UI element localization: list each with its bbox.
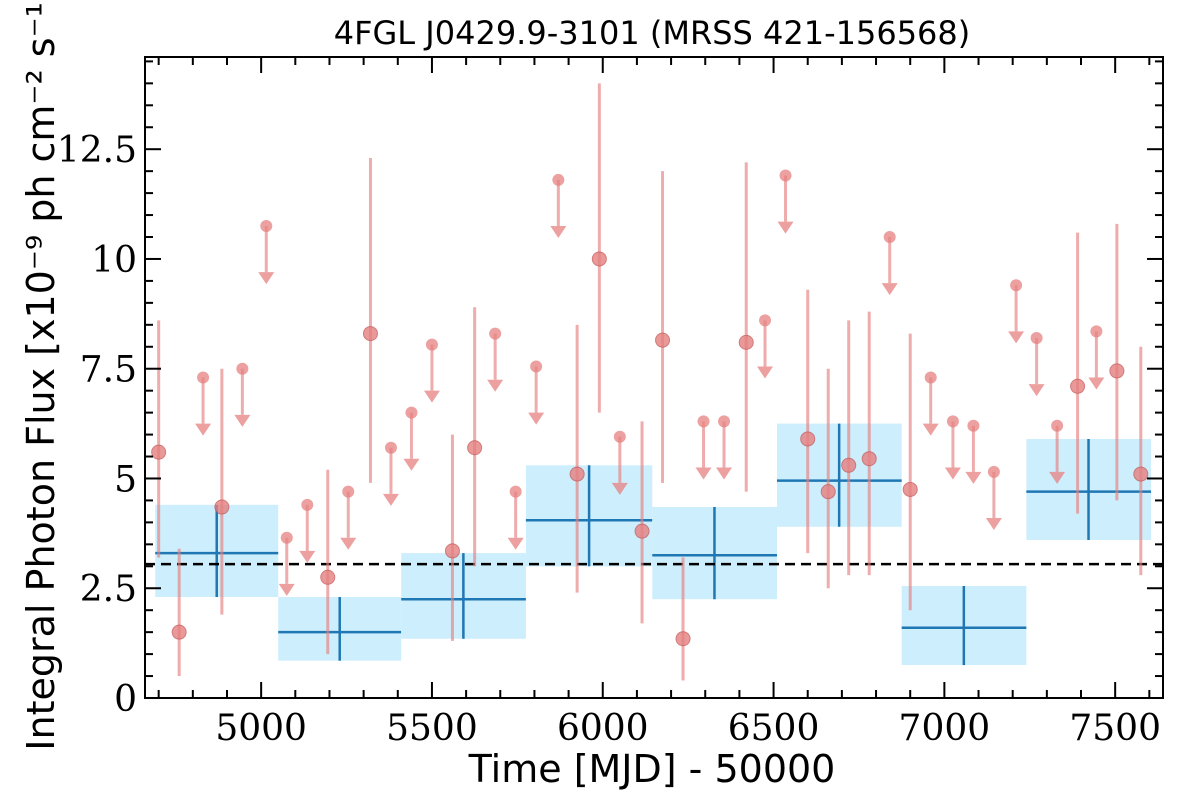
upper-limit-arrowhead-20 [944,467,961,480]
chart-title: 4FGL J0429.9-3101 (MRSS 421-156568) [334,14,971,52]
upper-limit-arrowhead-22 [985,517,1002,530]
upper-limit-marker-25 [1051,419,1064,432]
detection-point-17 [902,481,918,497]
upper-limit-arrowhead-16 [757,366,774,379]
upper-limit-arrowhead-21 [965,471,982,484]
detection-point-8 [591,251,607,267]
upper-limit-arrowhead-1 [234,414,251,427]
upper-limit-arrowhead-18 [881,283,898,296]
y-tick-label-5: 12.5 [57,130,137,171]
upper-limit-arrowhead-8 [423,390,440,403]
upper-limit-marker-3 [280,531,293,544]
axes-layer: 5000 5500 6000 6500 7000 7500 0 2.5 5 7.5 10 12.5 [57,56,1164,749]
x-tick-label-7500: 7500 [1069,708,1161,749]
detection-point-20 [1133,466,1149,482]
x-tick-label-7000: 7000 [899,708,991,749]
y-tick-label-1: 2.5 [80,569,137,610]
x-tick-label-6500: 6500 [728,708,820,749]
upper-limit-arrowhead-25 [1049,471,1066,484]
detection-point-11 [675,631,691,647]
upper-limit-marker-9 [489,327,502,340]
upper-limit-arrowhead-12 [550,226,567,239]
detection-point-14 [820,484,836,500]
upper-limit-marker-16 [759,314,772,327]
upper-limit-marker-24 [1030,331,1043,344]
upper-limit-marker-1 [236,362,249,375]
binned-flux-layer [155,423,1152,666]
detection-point-7 [569,466,585,482]
detection-point-16 [861,451,877,467]
detection-point-2 [214,499,230,515]
detection-point-5 [444,543,460,559]
x-tick-label-5500: 5500 [386,708,478,749]
upper-limit-arrowhead-19 [922,423,939,436]
upper-limit-arrowhead-7 [403,458,420,471]
y-tick-label-0: 0 [114,679,137,720]
upper-limit-marker-10 [509,485,522,498]
upper-limit-arrowhead-3 [278,583,295,596]
y-tick-label-2: 5 [114,459,137,500]
y-tick-label-4: 10 [91,240,137,281]
upper-limit-marker-8 [425,338,438,351]
upper-limit-marker-17 [779,169,792,182]
detection-point-19 [1109,363,1125,379]
upper-limit-marker-19 [924,371,937,384]
upper-limit-arrowhead-24 [1028,384,1045,397]
upper-limit-arrowhead-26 [1088,377,1105,390]
upper-limit-arrowhead-4 [299,550,316,563]
x-axis-title: Time [MJD] - 50000 [468,747,836,791]
upper-limit-marker-0 [197,371,210,384]
detection-point-18 [1070,378,1086,394]
upper-limit-arrowhead-17 [777,221,794,234]
upper-limit-arrowhead-6 [382,493,399,506]
upper-limit-marker-15 [718,415,731,428]
x-tick-label-6000: 6000 [557,708,649,749]
detection-point-6 [467,440,483,456]
detection-point-10 [655,332,671,348]
y-tick-label-3: 7.5 [80,350,137,391]
upper-limit-arrowhead-13 [611,482,628,495]
upper-limit-marker-2 [260,220,273,233]
upper-limit-marker-22 [987,465,1000,478]
upper-limit-marker-7 [405,406,418,419]
upper-limit-marker-13 [613,430,626,443]
detection-point-13 [800,431,816,447]
upper-limit-marker-6 [384,441,397,454]
upper-limit-arrowhead-2 [258,272,275,285]
upper-limit-marker-20 [946,415,959,428]
detection-point-0 [151,444,167,460]
upper-limit-marker-14 [697,415,710,428]
upper-limit-arrowhead-5 [340,537,357,550]
upper-limit-marker-21 [967,419,980,432]
upper-limit-arrowhead-10 [507,537,524,550]
upper-limit-marker-5 [342,485,355,498]
detection-point-12 [738,334,754,350]
detection-point-9 [634,523,650,539]
upper-limit-arrowhead-11 [528,412,545,425]
flux-points-layer [151,83,1149,681]
upper-limit-arrowhead-15 [716,467,733,480]
x-tick-label-5000: 5000 [215,708,307,749]
detection-point-1 [171,624,187,640]
detection-point-4 [362,326,378,342]
upper-limit-marker-12 [552,173,565,186]
upper-limit-arrowhead-9 [487,379,504,392]
y-axis-title: Integral Photon Flux [x10⁻⁹ ph cm⁻² s⁻¹] [19,0,63,751]
upper-limit-marker-23 [1010,279,1023,292]
upper-limit-marker-4 [301,498,314,511]
detection-point-3 [320,569,336,585]
upper-limit-marker-18 [883,231,896,244]
upper-limit-arrowhead-14 [695,467,712,480]
upper-limit-arrowhead-23 [1008,331,1025,344]
upper-limit-marker-26 [1090,325,1103,338]
detection-point-15 [841,457,857,473]
upper-limit-arrowhead-0 [195,423,212,436]
plot-frame [144,56,1164,699]
upper-limit-marker-11 [530,360,543,373]
